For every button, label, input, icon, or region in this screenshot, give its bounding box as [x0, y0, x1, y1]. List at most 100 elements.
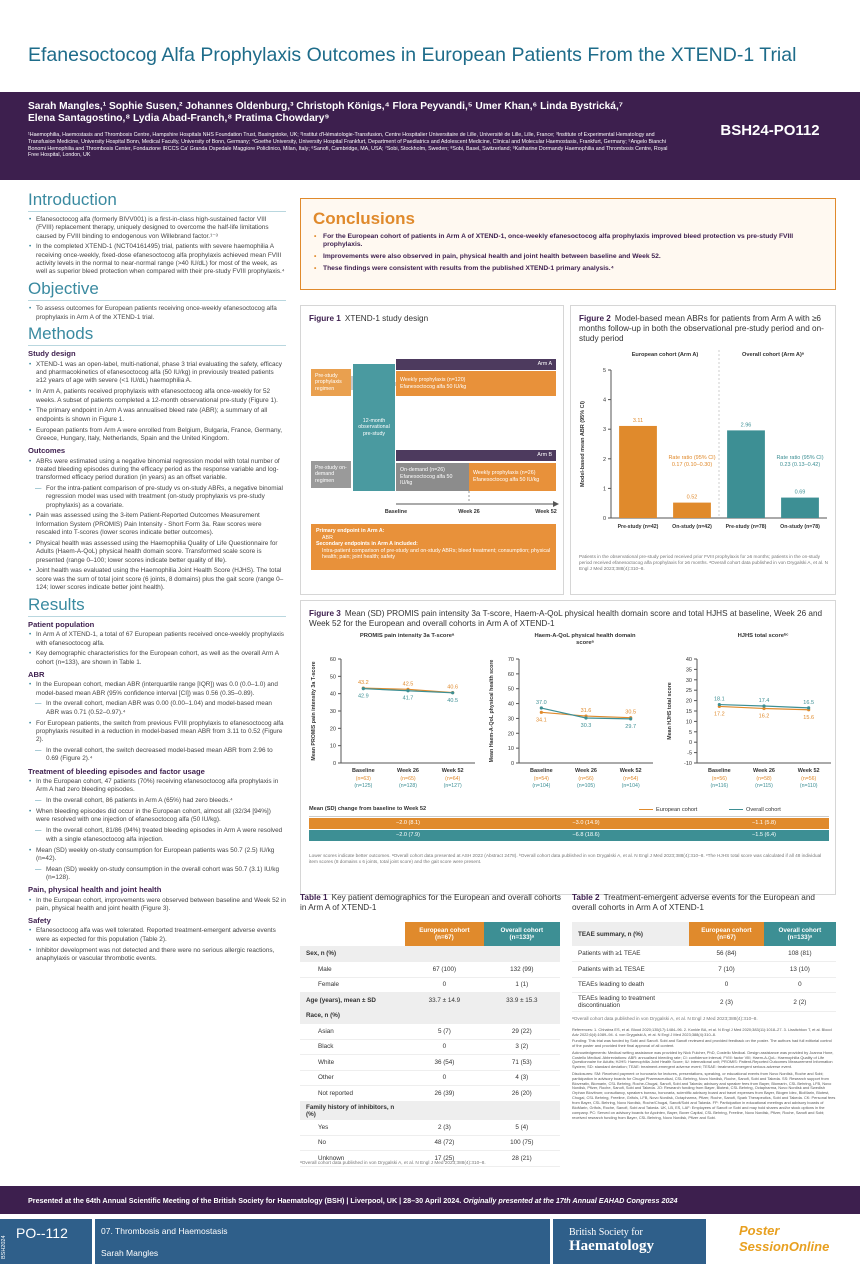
cell: Other — [318, 1074, 334, 1082]
conclusions: Conclusions For the European cohort of p… — [300, 198, 836, 290]
caption: Figure 1 XTEND-1 study design — [309, 314, 555, 324]
cell: 5 (4) — [515, 1123, 529, 1131]
value-label: 31.6 — [581, 708, 592, 714]
y-tick-label: 30 — [508, 716, 514, 722]
figure-label: Figure 2 — [579, 314, 611, 323]
cell: TEAEs leading to death — [578, 981, 645, 989]
y-tick-label: -5 — [687, 751, 692, 757]
row: Yes 2 (3) 5 (4) — [300, 1120, 560, 1135]
sub-bullet: In the overall cohort, median ABR was 0.… — [28, 700, 286, 717]
cell: Black — [318, 1043, 334, 1051]
n-label: (n=125) — [354, 783, 372, 789]
section-heading: Methods — [28, 324, 286, 347]
row: Patients with ≥1 TESAE 7 (10) 13 (10) — [572, 962, 836, 977]
cell: 132 (99) — [510, 965, 534, 973]
endpoints-box: Primary endpoint in Arm A: ABR Secondary… — [311, 524, 556, 570]
value-label: 29.7 — [625, 724, 636, 730]
n-label: (n=65) — [400, 776, 415, 782]
subheading: Pain, physical health and joint health — [28, 885, 162, 895]
presentation-band: Presented at the 64th Annual Scientific … — [0, 1186, 860, 1214]
chart: Mean Haem-A-QoL physical health score 0 10… — [489, 657, 653, 789]
point — [406, 689, 410, 693]
row: No 48 (72) 100 (75) — [300, 1135, 560, 1151]
track: 07. Thrombosis and Haemostasis — [101, 1226, 228, 1236]
chart-title: Haem-A-QoL physical health domain scoreᵃ — [534, 633, 636, 646]
subheading: Outcomes — [28, 446, 66, 456]
conclusions-list: For the European cohort of patients in A… — [313, 233, 823, 273]
y-tick-label: 4 — [603, 398, 606, 404]
value-label: 16.2 — [759, 714, 770, 720]
value-label: 17.2 — [714, 711, 725, 717]
cell: 67 (100) — [432, 965, 457, 973]
table-title: Key patient demographics for the Europea… — [300, 893, 561, 912]
point — [539, 710, 543, 714]
poster-id: PO--112 — [16, 1225, 68, 1241]
y-tick-label: 5 — [603, 368, 606, 374]
bullet: Mean (SD) weekly on-study consumption fo… — [28, 847, 286, 864]
cell: 108 (81) — [788, 950, 812, 957]
bullet: Pain was assessed using the 3-item Patie… — [28, 512, 286, 537]
conclusion: Improvements were also observed in pain,… — [313, 253, 823, 262]
cell: 29 (22) — [511, 1027, 532, 1035]
group-row: Race, n (%) — [300, 1008, 560, 1024]
chart: Mean HJHS total score -10 -5 0 5 10 15 20 25 30 35… — [667, 657, 831, 789]
n-label: (n=56) — [578, 776, 593, 782]
bar — [781, 497, 819, 518]
value-label: 15.6 — [803, 715, 814, 721]
logo-text: SessionOnline — [739, 1239, 830, 1254]
change-row: −2.0 (7.9) −6.8 (18.6) −1.5 (6.4) — [309, 830, 829, 841]
header-row: European cohort (n=67) Overall cohort (n=… — [300, 922, 560, 946]
cell — [483, 1101, 560, 1120]
row: Patients with ≥1 TEAE 56 (84) 108 (81) — [572, 946, 836, 962]
conclusion: For the European cohort of patients in A… — [313, 233, 823, 250]
n-label: (n=116) — [711, 783, 729, 789]
box-text: Pre-study on-demand regimen — [315, 464, 347, 484]
arm-a-bar: Arm A — [396, 359, 556, 370]
x-tick-label: Pre-study (n=78) — [726, 524, 767, 530]
abr-chart: Model-based mean ABR (95% CI) 0 1 2 3 4 5 Europ… — [580, 350, 827, 530]
reference-paragraph: References: 1. Chhabra ES, et al. Blood … — [572, 1027, 832, 1037]
x-tick-label: On-study (n=78) — [780, 524, 820, 530]
figure-title: XTEND-1 study design — [344, 314, 429, 323]
cell: 2 (3) — [437, 1123, 451, 1131]
n-label: (n=54) — [623, 776, 638, 782]
presenter: Sarah Mangles — [101, 1248, 159, 1258]
logo-text: Poster — [739, 1223, 780, 1238]
cell: 5 (7) — [437, 1027, 451, 1035]
timeline-label: Baseline — [384, 509, 408, 515]
figure-title: Model-based mean ABRs for patients from … — [579, 314, 824, 343]
box-text: 12-month observational pre-study — [358, 417, 390, 437]
bullet: Physical health was assessed using the H… — [28, 540, 286, 565]
cell: 4 (3) — [515, 1074, 529, 1082]
value-label: 42.9 — [358, 694, 369, 700]
y-tick-label: 30 — [686, 678, 692, 684]
bullet: Inhibitor development was not detected a… — [28, 947, 286, 964]
cell: 28 (21) — [511, 1154, 532, 1162]
cell: 33.9 ± 15.3 — [483, 992, 560, 1008]
cell: Patients with ≥1 TESAE — [578, 965, 645, 973]
value-label: 16.5 — [803, 700, 814, 706]
cell — [405, 1101, 484, 1120]
bullet: For European patients, the switch from p… — [28, 720, 286, 745]
footnote: Patients in the observational pre-study … — [579, 554, 828, 571]
line-chart: Haem-A-QoL physical health domain scoreᵃ… — [485, 633, 660, 803]
group-row: Sex, n (%) — [300, 946, 560, 962]
bar — [619, 425, 657, 518]
y-tick-label: 50 — [330, 674, 336, 680]
endpoint-heading: Secondary endpoints in Arm A included: — [316, 541, 418, 548]
cell: White — [318, 1058, 335, 1066]
cell: 0 — [798, 981, 802, 989]
timeline-label: Week 26 — [458, 509, 480, 515]
n-label: (n=56) — [712, 776, 727, 782]
figure-2: Figure 2 Model-based mean ABRs for patien… — [570, 305, 836, 595]
cell: Age (years), mean ± SD — [300, 992, 406, 1008]
bar — [727, 430, 765, 518]
arm-b-ondemand-box: On-demand (n=26) Efanesoctocog alfa 50 IU… — [396, 463, 469, 491]
endpoint-heading: Primary endpoint in Arm A: — [316, 528, 385, 534]
box-text: Weekly prophylaxis (n=26) — [473, 470, 536, 477]
section: Objective To assess outcomes for European… — [28, 279, 286, 322]
row: Female 0 1 (1) — [300, 977, 560, 993]
change-row: −2.0 (8.1) −3.0 (14.9) −1.1 (5.8) — [309, 818, 829, 829]
x-tick-label: Week 52 — [442, 768, 464, 774]
